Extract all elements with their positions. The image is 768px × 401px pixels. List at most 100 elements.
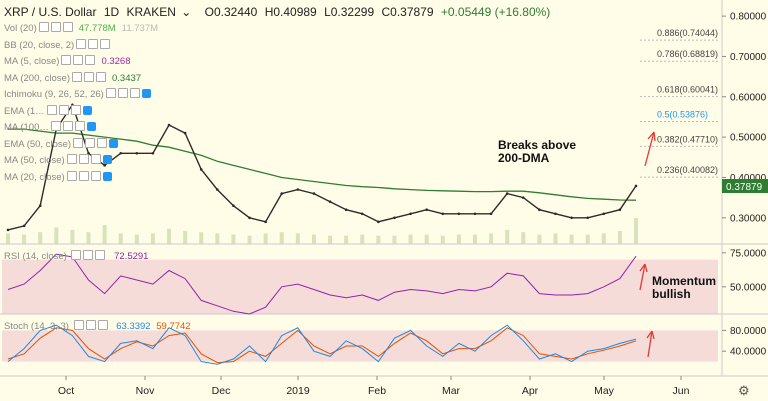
gear-icon[interactable] [84, 71, 94, 82]
stoch-title[interactable]: Stoch (14, 3, 3) [4, 321, 69, 332]
price-point [87, 151, 90, 155]
legend-row[interactable]: EMA (50, close) [4, 137, 119, 151]
stoch-d-line [7, 327, 637, 364]
gear-icon[interactable] [83, 250, 94, 260]
volume-bar [263, 233, 268, 244]
symbol-header: XRP / U.S. Dollar 1D KRAKEN ⌄ O0.32440 H… [4, 5, 550, 19]
volume-bar [376, 235, 381, 244]
eye-icon[interactable] [61, 55, 72, 65]
price-point [618, 208, 622, 212]
price-point [216, 188, 219, 191]
gear-icon[interactable] [58, 104, 69, 115]
gear-icon[interactable] [78, 170, 89, 181]
gear-icon[interactable] [78, 154, 89, 164]
close-icon[interactable] [96, 71, 106, 82]
volume-bar [569, 234, 574, 244]
legend-row[interactable]: MA (100… [4, 121, 96, 134]
close-icon[interactable] [97, 320, 108, 330]
volume-bar [634, 218, 638, 244]
eye-icon[interactable] [72, 71, 82, 82]
legend-row[interactable]: EMA (1… [4, 104, 92, 118]
symbol-name[interactable]: XRP / U.S. Dollar [4, 5, 97, 19]
legend-row[interactable]: MA (200, close) 0.3437 [4, 71, 141, 85]
close-icon[interactable] [100, 38, 111, 49]
fib-label: 0.618(0.60041) [657, 85, 718, 95]
momentum-line-2: bullish [652, 287, 691, 301]
close-icon[interactable] [90, 154, 101, 164]
close-icon[interactable] [74, 121, 85, 131]
legend-row[interactable]: BB (20, close, 2) [4, 38, 111, 52]
eye-icon[interactable] [66, 154, 77, 164]
volume-bar [489, 233, 494, 244]
eye-icon[interactable] [46, 104, 57, 115]
momentum-line-1: Momentum [652, 274, 716, 288]
volume-bar [344, 235, 349, 244]
price-point [441, 212, 445, 216]
visibility-icon[interactable] [109, 138, 119, 148]
gear-icon[interactable] [85, 137, 96, 148]
close-icon[interactable] [70, 104, 81, 115]
legend-row[interactable]: MA (50, close) [4, 154, 112, 167]
close-icon[interactable] [129, 88, 140, 98]
legend-row[interactable]: MA (20, close) [4, 170, 112, 184]
eye-icon[interactable] [76, 38, 87, 49]
visibility-icon[interactable] [86, 122, 96, 131]
legend-value-2: 11.737M [121, 23, 158, 34]
price-tick-label: 0.80000 [730, 12, 767, 23]
ohlc-change: +0.05449 (+16.80%) [440, 5, 551, 19]
gear-icon[interactable] [117, 88, 128, 98]
legend-label: MA (20, close) [4, 171, 65, 183]
eye-icon[interactable] [38, 22, 49, 32]
eye-icon[interactable] [66, 170, 77, 181]
eye-icon[interactable] [73, 137, 84, 148]
visibility-icon[interactable] [141, 89, 151, 98]
breakout-line-1: Breaks above [498, 138, 577, 152]
price-tick-label: 0.40000 [730, 173, 767, 184]
gear-icon[interactable] [62, 121, 73, 131]
volume-bar [585, 234, 590, 244]
price-point [264, 220, 267, 224]
rsi-title[interactable]: RSI (14, close) [4, 251, 67, 262]
volume-bar [183, 231, 188, 244]
price-point [280, 192, 284, 195]
interval[interactable]: 1D [103, 5, 120, 19]
stoch-arrow [647, 330, 653, 358]
close-icon[interactable] [85, 55, 96, 65]
gear-icon[interactable]: ⚙ [738, 383, 750, 398]
gear-icon[interactable] [88, 38, 99, 49]
eye-icon[interactable] [71, 250, 82, 260]
close-icon[interactable] [90, 170, 101, 181]
eye-icon[interactable] [73, 320, 84, 330]
legend-value: 0.3268 [101, 56, 131, 67]
legend-label: MA (100… [4, 122, 49, 133]
eye-icon[interactable] [50, 121, 61, 131]
close-icon[interactable] [62, 22, 73, 32]
gear-icon[interactable] [73, 55, 84, 65]
volume-bar [199, 232, 204, 244]
visibility-icon[interactable] [102, 171, 112, 181]
volume-bar [102, 225, 107, 244]
price-point [554, 212, 557, 216]
price-point [521, 196, 525, 199]
legend-row[interactable]: MA (5, close) 0.3268 [4, 55, 131, 68]
close-icon[interactable] [95, 250, 106, 260]
stoch-tick-label: 80.0000 [730, 326, 767, 337]
gear-icon[interactable] [50, 22, 61, 32]
close-icon[interactable] [97, 137, 108, 148]
legend-row[interactable]: Vol (20) 47.778M 11.737M [4, 22, 158, 35]
volume-bar [360, 234, 365, 244]
price-point [538, 208, 541, 212]
stoch-d-value: 59.7742 [156, 321, 191, 332]
gear-icon[interactable] [85, 320, 96, 330]
time-tick-label: 2019 [286, 385, 310, 397]
chevron-down-icon[interactable]: ⌄ [181, 5, 192, 19]
legend-row[interactable]: Ichimoku (9, 26, 52, 26) [4, 88, 151, 101]
volume-bar [311, 234, 316, 244]
fib-label: 0.786(0.68819) [657, 49, 718, 59]
eye-icon[interactable] [105, 88, 116, 98]
time-tick-label: Oct [58, 385, 74, 397]
visibility-icon[interactable] [82, 105, 92, 115]
visibility-icon[interactable] [102, 155, 112, 164]
legend-label: MA (5, close) [4, 56, 60, 67]
